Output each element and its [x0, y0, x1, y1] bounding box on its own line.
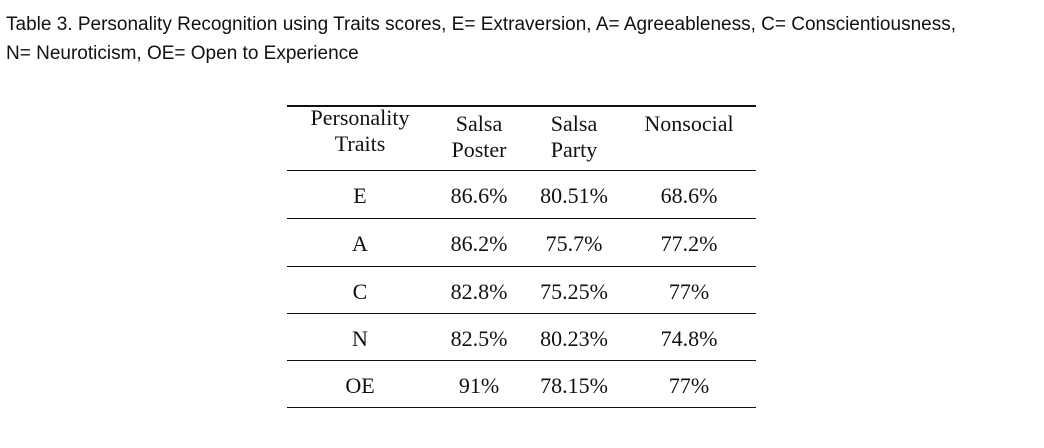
cell-salsa-poster: 86.2%: [450, 231, 508, 256]
cell-nonsocial: 77%: [668, 373, 710, 398]
header-line: Poster: [451, 137, 507, 162]
cell-salsa-poster: 82.5%: [450, 326, 508, 351]
row-rule: [287, 218, 756, 219]
cell-nonsocial: 77.2%: [660, 231, 718, 256]
cell-salsa-poster: 91%: [458, 373, 500, 398]
row-trait: A: [352, 231, 368, 256]
row-trait: N: [352, 326, 368, 351]
table-bottom-rule: [287, 407, 756, 408]
cell-salsa-party: 80.23%: [540, 326, 608, 351]
cell-salsa-party: 78.15%: [540, 373, 608, 398]
caption-line-1: Table 3. Personality Recognition using T…: [6, 14, 956, 35]
table-top-rule: [287, 105, 756, 107]
row-trait: OE: [345, 373, 375, 398]
row-rule: [287, 360, 756, 361]
cell-salsa-poster: 82.8%: [450, 279, 508, 304]
header-personality-traits: Personality Traits: [290, 105, 430, 157]
row-trait: E: [353, 183, 367, 208]
cell-nonsocial: 68.6%: [660, 183, 718, 208]
header-salsa-party: Salsa Party: [524, 111, 624, 163]
header-line: Personality: [310, 105, 410, 130]
caption-line-2: N= Neuroticism, OE= Open to Experience: [6, 43, 359, 64]
header-line: Traits: [334, 131, 386, 156]
cell-salsa-party: 80.51%: [540, 183, 608, 208]
cell-nonsocial: 77%: [668, 279, 710, 304]
row-trait: C: [352, 279, 368, 304]
cell-salsa-poster: 86.6%: [450, 183, 508, 208]
cell-salsa-party: 75.25%: [540, 279, 608, 304]
table-caption: Table 3. Personality Recognition using T…: [6, 10, 1041, 68]
header-line: Party: [550, 137, 598, 162]
cell-nonsocial: 74.8%: [660, 326, 718, 351]
header-line: Salsa: [550, 111, 598, 136]
header-line: Nonsocial: [644, 111, 734, 136]
header-salsa-poster: Salsa Poster: [429, 111, 529, 163]
header-line: Salsa: [455, 111, 503, 136]
cell-salsa-party: 75.7%: [545, 231, 603, 256]
header-rule: [287, 170, 756, 171]
row-rule: [287, 313, 756, 314]
row-rule: [287, 266, 756, 267]
header-nonsocial: Nonsocial: [624, 111, 754, 137]
